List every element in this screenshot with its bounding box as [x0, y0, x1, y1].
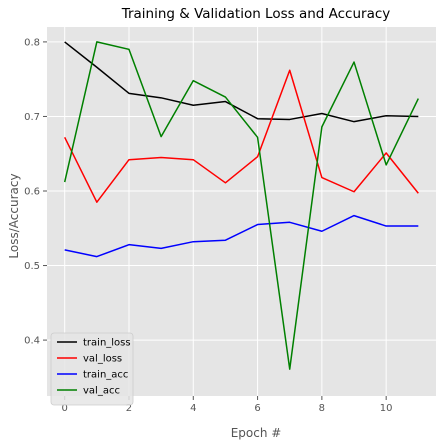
legend-box [50, 332, 134, 406]
x-tick-label: 4 [190, 403, 196, 414]
legend-label: val_acc [83, 386, 120, 397]
x-tick-label: 10 [380, 403, 393, 414]
series-line-train-loss [64, 41, 419, 123]
x-tick-label: 0 [61, 403, 67, 414]
series-lines [63, 41, 419, 370]
chart-title: Training & Validation Loss and Accuracy [121, 6, 391, 22]
grid [47, 27, 436, 396]
y-tick-label: 0.8 [24, 37, 40, 48]
x-axis-label: Epoch # [231, 426, 282, 440]
legend-label: train_acc [83, 370, 128, 381]
x-tick-label: 2 [126, 403, 132, 414]
legend-label: val_loss [83, 354, 122, 365]
y-tick-label: 0.6 [24, 187, 40, 198]
y-tick-label: 0.5 [24, 261, 40, 272]
series-line-train-acc [64, 214, 419, 258]
legend: train_loss val_loss train_acc val_acc [50, 332, 134, 406]
x-tick-label: 6 [254, 403, 260, 414]
series-line-val-loss [64, 69, 419, 203]
y-tick-label: 0.4 [24, 336, 40, 347]
x-tick-label: 8 [319, 403, 325, 414]
legend-label: train_loss [83, 338, 131, 349]
y-axis-label: Loss/Accuracy [7, 173, 21, 258]
y-tick-label: 0.7 [24, 112, 40, 123]
series-line-val-acc [63, 41, 419, 370]
